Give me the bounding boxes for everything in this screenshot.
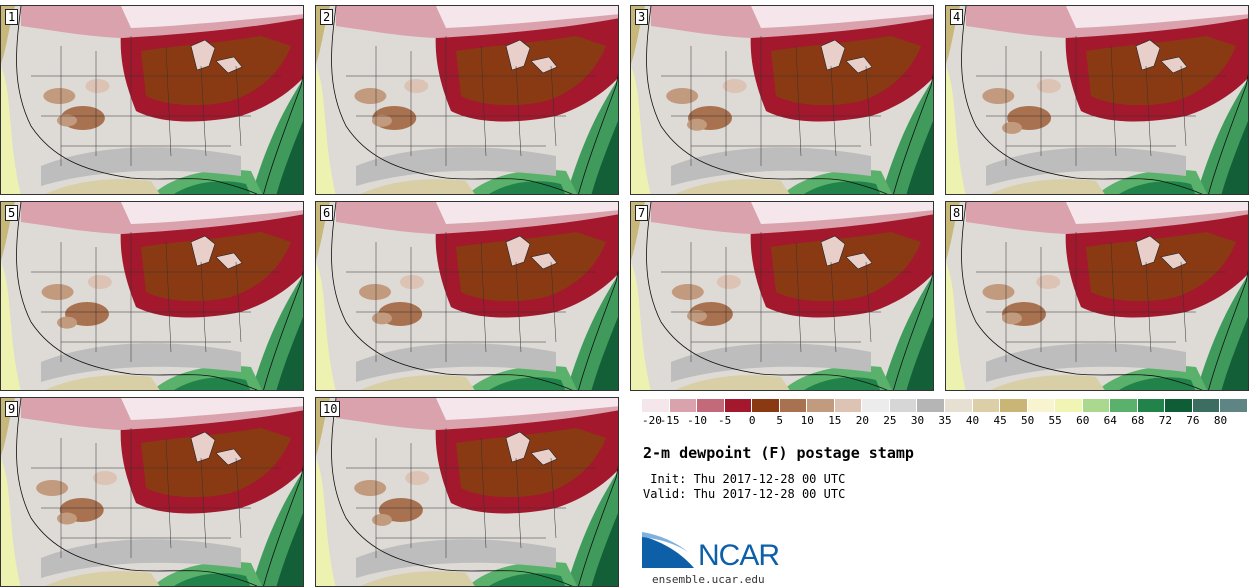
site-url[interactable]: ensemble.ucar.edu: [652, 573, 765, 586]
member-map-panel: 10: [315, 397, 619, 587]
member-number: 8: [950, 205, 964, 221]
legend-swatch: [807, 399, 835, 412]
legend-tick-label: -20: [642, 414, 662, 427]
legend-swatch: [834, 399, 863, 412]
ncar-logo: [642, 532, 792, 574]
legend-tick-label: 30: [910, 414, 925, 427]
legend-swatch: [1110, 399, 1138, 412]
dewpoint-map: [946, 202, 1248, 390]
legend-tick-label: 68: [1131, 414, 1145, 427]
member-number: 6: [320, 205, 334, 221]
member-map-panel: 2: [315, 5, 619, 195]
legend-swatch: [779, 399, 808, 412]
dewpoint-map: [1, 398, 303, 586]
legend-swatch: [917, 399, 946, 412]
legend-swatch: [669, 399, 698, 412]
legend-tick-label: 10: [800, 414, 814, 427]
valid-time: Valid: Thu 2017-12-28 00 UTC: [643, 487, 846, 501]
dewpoint-color-legend: -20 -15 -10 -5 0 5 10 15 20 25 30 35 40 45 50 55 60 64 68 7…: [642, 399, 1249, 435]
legend-tick-label: 15: [828, 414, 842, 427]
legend-swatch: [1027, 399, 1056, 412]
dewpoint-map: [1, 202, 303, 390]
legend-color-bar: [642, 399, 1249, 412]
dewpoint-map: [1, 6, 303, 194]
dewpoint-map: [316, 398, 618, 586]
member-number: 10: [320, 401, 341, 417]
member-map-panel: 4: [945, 5, 1249, 195]
legend-tick-label: 40: [965, 414, 980, 427]
legend-swatch: [697, 399, 725, 412]
member-number: 9: [5, 401, 19, 417]
dewpoint-map: [316, 6, 618, 194]
member-map-panel: 7: [630, 201, 934, 391]
dewpoint-map: [631, 6, 933, 194]
init-time: Init: Thu 2017-12-28 00 UTC: [643, 472, 846, 486]
legend-tick-label: 35: [938, 414, 952, 427]
ncar-logo-text: NCAR: [698, 539, 780, 572]
legend-swatch: [972, 399, 1001, 412]
legend-swatch: [1192, 399, 1221, 412]
legend-swatch: [1082, 399, 1111, 412]
legend-tick-label: 72: [1158, 414, 1172, 427]
legend-tick-label: -5: [718, 414, 732, 427]
legend-swatch: [1137, 399, 1166, 412]
member-number: 1: [5, 9, 19, 25]
member-map-panel: 6: [315, 201, 619, 391]
legend-swatch: [642, 399, 670, 412]
legend-swatch: [1165, 399, 1193, 412]
member-map-panel: 5: [0, 201, 304, 391]
legend-tick-label: 80: [1213, 414, 1228, 427]
member-number: 7: [635, 205, 649, 221]
product-title: 2-m dewpoint (F) postage stamp: [643, 444, 914, 462]
member-map-panel: 8: [945, 201, 1249, 391]
legend-tick-label: 55: [1048, 414, 1062, 427]
legend-tick-label: 20: [855, 414, 869, 427]
legend-tick-label: 25: [883, 414, 897, 427]
member-number: 3: [635, 9, 649, 25]
legend-swatch: [752, 399, 780, 412]
member-map-panel: 1: [0, 5, 304, 195]
legend-swatch: [1220, 399, 1249, 412]
legend-swatch: [945, 399, 973, 412]
legend-tick-label: 45: [993, 414, 1007, 427]
member-map-panel: 9: [0, 397, 304, 587]
dewpoint-map: [316, 202, 618, 390]
legend-swatch: [862, 399, 890, 412]
member-number: 2: [320, 9, 334, 25]
legend-tick-label: -10: [687, 414, 708, 427]
member-map-panel: 3: [630, 5, 934, 195]
legend-swatch: [889, 399, 918, 412]
legend-tick-label: 0: [748, 414, 756, 427]
dewpoint-map: [946, 6, 1248, 194]
legend-tick-label: 60: [1076, 414, 1090, 427]
legend-tick-label: 50: [1021, 414, 1035, 427]
legend-swatch: [1055, 399, 1083, 412]
legend-tick-label: -15: [659, 414, 680, 427]
legend-swatch: [1000, 399, 1028, 412]
ncar-logo-swoosh-icon: [642, 532, 694, 568]
member-number: 5: [5, 205, 19, 221]
legend-swatch: [724, 399, 753, 412]
legend-tick-label: 76: [1186, 414, 1200, 427]
member-number: 4: [950, 9, 964, 25]
legend-tick-label: 64: [1103, 414, 1117, 427]
legend-tick-label: 5: [776, 414, 784, 427]
dewpoint-map: [631, 202, 933, 390]
